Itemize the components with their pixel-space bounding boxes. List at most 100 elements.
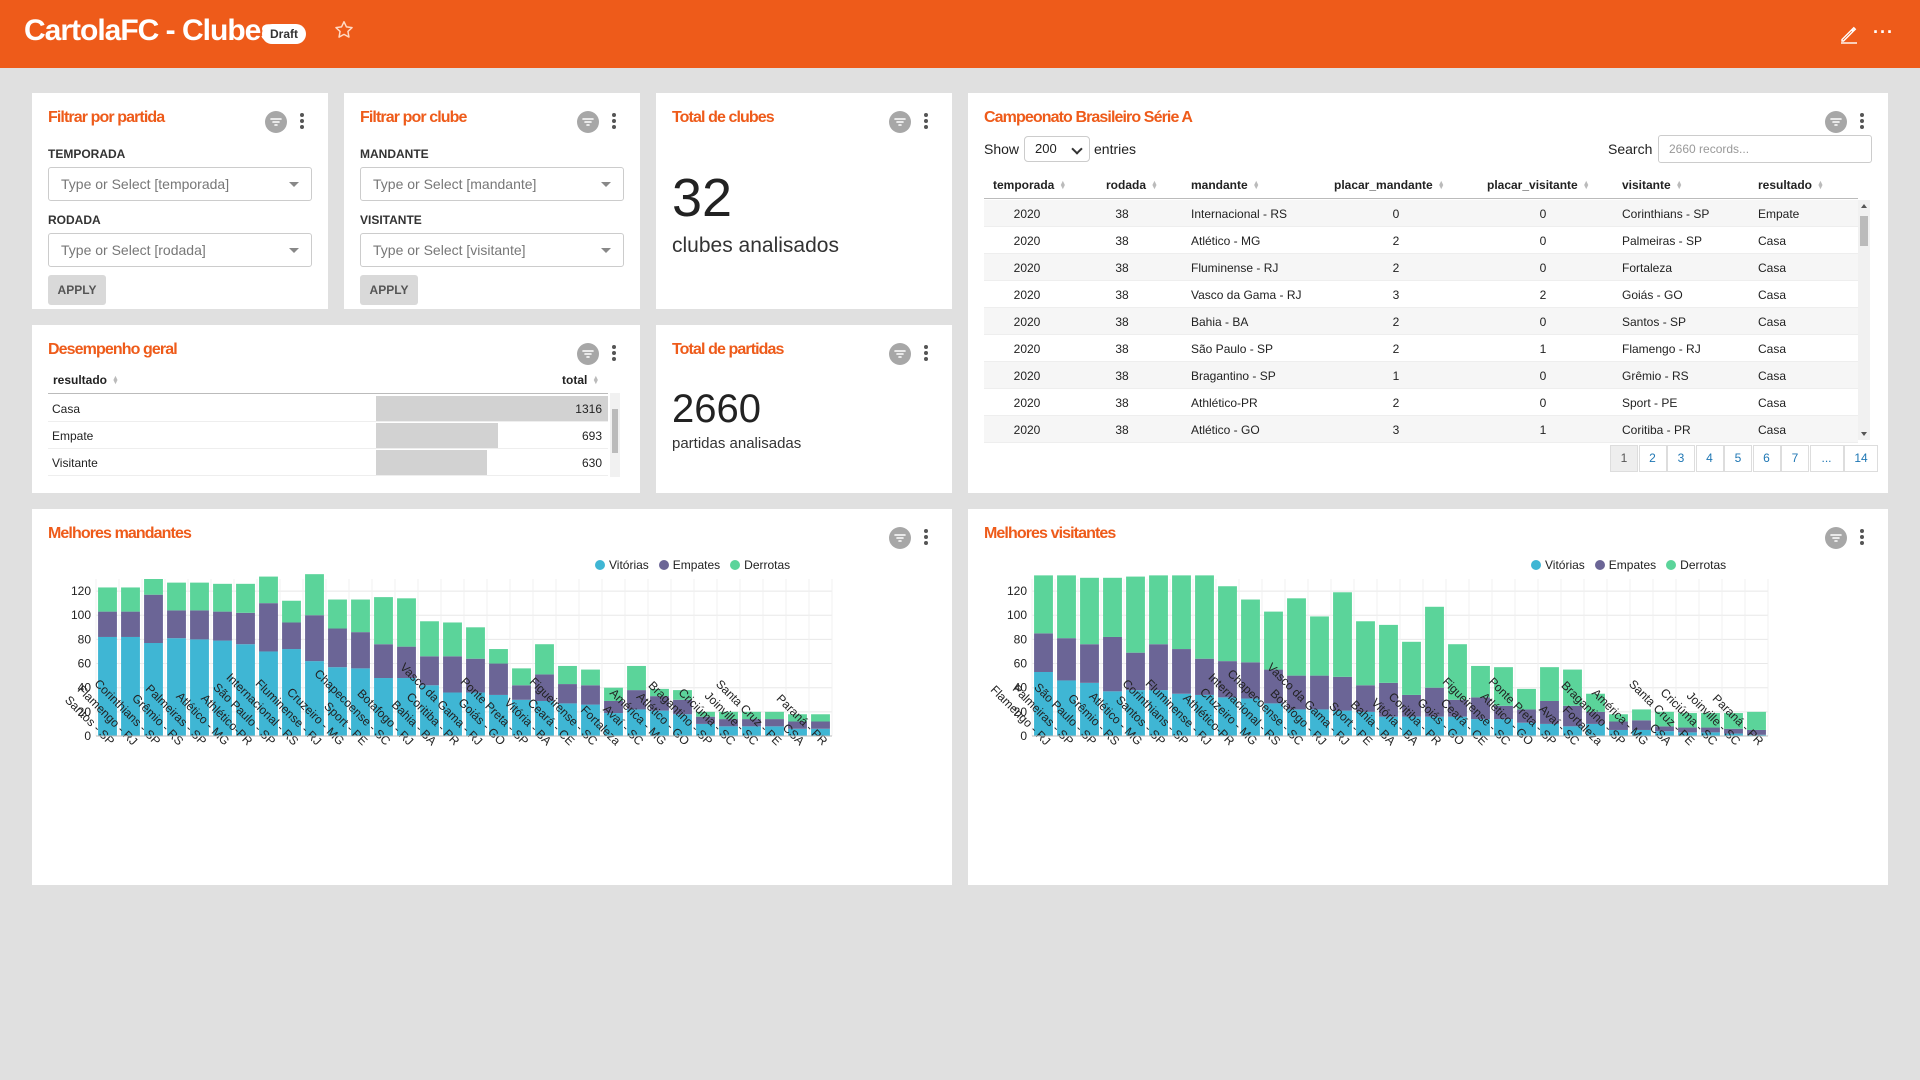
bar-vitrias[interactable] (627, 709, 646, 736)
bar-empates[interactable] (305, 615, 324, 662)
bar-empates[interactable] (1034, 633, 1053, 672)
bar-empates[interactable] (328, 628, 347, 668)
legend-item[interactable]: Derrotas (730, 558, 790, 572)
bar-derrotas[interactable] (1264, 611, 1283, 670)
bar-derrotas[interactable] (121, 587, 140, 612)
bar-empates[interactable] (1126, 652, 1145, 691)
bar-derrotas[interactable] (535, 644, 554, 675)
bar-vitrias[interactable] (1057, 680, 1076, 736)
bar-vitrias[interactable] (1540, 723, 1559, 736)
bar-vitrias[interactable] (581, 704, 600, 736)
bar-derrotas[interactable] (1310, 616, 1329, 676)
legend-item[interactable]: Derrotas (1666, 558, 1726, 572)
bar-derrotas[interactable] (1379, 624, 1398, 683)
bar-derrotas[interactable] (742, 711, 761, 720)
bar-vitrias[interactable] (259, 651, 278, 736)
bar-derrotas[interactable] (1632, 709, 1651, 721)
more-icon[interactable]: ··· (1873, 22, 1894, 42)
bar-vitrias[interactable] (1149, 690, 1168, 736)
bar-vitrias[interactable] (167, 638, 186, 736)
bar-derrotas[interactable] (1724, 713, 1743, 729)
bar-vitrias[interactable] (1195, 694, 1214, 736)
bar-empates[interactable] (1425, 687, 1444, 717)
bar-empates[interactable] (213, 611, 232, 641)
entries-select[interactable]: 200 (1024, 136, 1090, 162)
bar-derrotas[interactable] (765, 711, 784, 720)
bar-vitrias[interactable] (282, 649, 301, 736)
bar-empates[interactable] (788, 721, 807, 729)
bar-empates[interactable] (1402, 694, 1421, 717)
bar-vitrias[interactable] (1701, 732, 1720, 736)
bar-derrotas[interactable] (811, 714, 830, 722)
scrollbar[interactable] (610, 393, 620, 477)
bar-derrotas[interactable] (1241, 599, 1260, 663)
bar-vitrias[interactable] (1034, 671, 1053, 736)
bar-empates[interactable] (1632, 720, 1651, 730)
column-header-total[interactable]: total ▲ ▼ (562, 373, 600, 387)
bar-vitrias[interactable] (811, 728, 830, 736)
bar-empates[interactable] (190, 610, 209, 640)
bar-vitrias[interactable] (1724, 733, 1743, 736)
bar-empates[interactable] (1379, 682, 1398, 717)
bar-empates[interactable] (167, 610, 186, 639)
bar-derrotas[interactable] (236, 583, 255, 613)
filter-icon[interactable] (889, 111, 911, 133)
bar-vitrias[interactable] (213, 640, 232, 736)
bar-vitrias[interactable] (1218, 697, 1237, 736)
bar-empates[interactable] (604, 700, 623, 714)
bar-vitrias[interactable] (788, 728, 807, 736)
bar-empates[interactable] (1747, 729, 1766, 735)
bar-empates[interactable] (1586, 711, 1605, 724)
bar-derrotas[interactable] (328, 599, 347, 629)
bar-derrotas[interactable] (1057, 575, 1076, 639)
bar-vitrias[interactable] (1241, 698, 1260, 736)
kebab-icon[interactable] (610, 111, 618, 133)
table-row[interactable]: 2020 38 Atlético - GO 3 1 Coritiba - PR Casa (984, 416, 1858, 443)
bar-derrotas[interactable] (1103, 577, 1122, 637)
bar-derrotas[interactable] (558, 665, 577, 685)
bar-empates[interactable] (121, 611, 140, 637)
bar-empates[interactable] (420, 656, 439, 686)
kebab-icon[interactable] (298, 111, 306, 133)
column-header-mandante[interactable]: mandante ▲ ▼ (1191, 178, 1260, 192)
bar-vitrias[interactable] (1172, 693, 1191, 736)
bar-vitrias[interactable] (236, 644, 255, 736)
bar-vitrias[interactable] (742, 726, 761, 736)
bar-derrotas[interactable] (443, 622, 462, 657)
kebab-icon[interactable] (922, 111, 930, 133)
bar-vitrias[interactable] (305, 661, 324, 736)
bar-empates[interactable] (1494, 705, 1513, 720)
bar-vitrias[interactable] (489, 694, 508, 736)
bar-vitrias[interactable] (190, 639, 209, 736)
bar-vitrias[interactable] (650, 710, 669, 736)
bar-vitrias[interactable] (765, 726, 784, 736)
bar-vitrias[interactable] (535, 700, 554, 736)
bar-derrotas[interactable] (1678, 713, 1697, 728)
bar-derrotas[interactable] (512, 668, 531, 686)
bar-empates[interactable] (1080, 644, 1099, 683)
bar-derrotas[interactable] (1448, 644, 1467, 700)
bar-derrotas[interactable] (673, 690, 692, 700)
bar-derrotas[interactable] (1034, 575, 1053, 634)
bar-vitrias[interactable] (1747, 734, 1766, 736)
legend-item[interactable]: Empates (658, 558, 720, 572)
bar-empates[interactable] (351, 632, 370, 669)
bar-empates[interactable] (1701, 727, 1720, 733)
table-row[interactable]: 2020 38 São Paulo - SP 2 1 Flamengo - RJ Casa (984, 335, 1858, 362)
page-button-2[interactable]: 2 (1638, 445, 1667, 472)
bar-derrotas[interactable] (627, 665, 646, 691)
bar-vitrias[interactable] (328, 667, 347, 736)
bar-vitrias[interactable] (558, 703, 577, 736)
filter-icon[interactable] (889, 527, 911, 549)
bar-derrotas[interactable] (1701, 713, 1720, 728)
temporada-select[interactable]: Type or Select [temporada] (48, 167, 312, 201)
bar-empates[interactable] (535, 674, 554, 701)
bar-derrotas[interactable] (374, 597, 393, 645)
visitante-select[interactable]: Type or Select [visitante] (360, 233, 624, 267)
bar-derrotas[interactable] (259, 576, 278, 604)
column-header-resultado[interactable]: resultado ▲ ▼ (53, 373, 119, 387)
column-header-placar-mandante[interactable]: placar_mandante ▲ ▼ (1334, 178, 1445, 192)
bar-derrotas[interactable] (351, 599, 370, 633)
kebab-icon[interactable] (1858, 111, 1866, 133)
rodada-select[interactable]: Type or Select [rodada] (48, 233, 312, 267)
